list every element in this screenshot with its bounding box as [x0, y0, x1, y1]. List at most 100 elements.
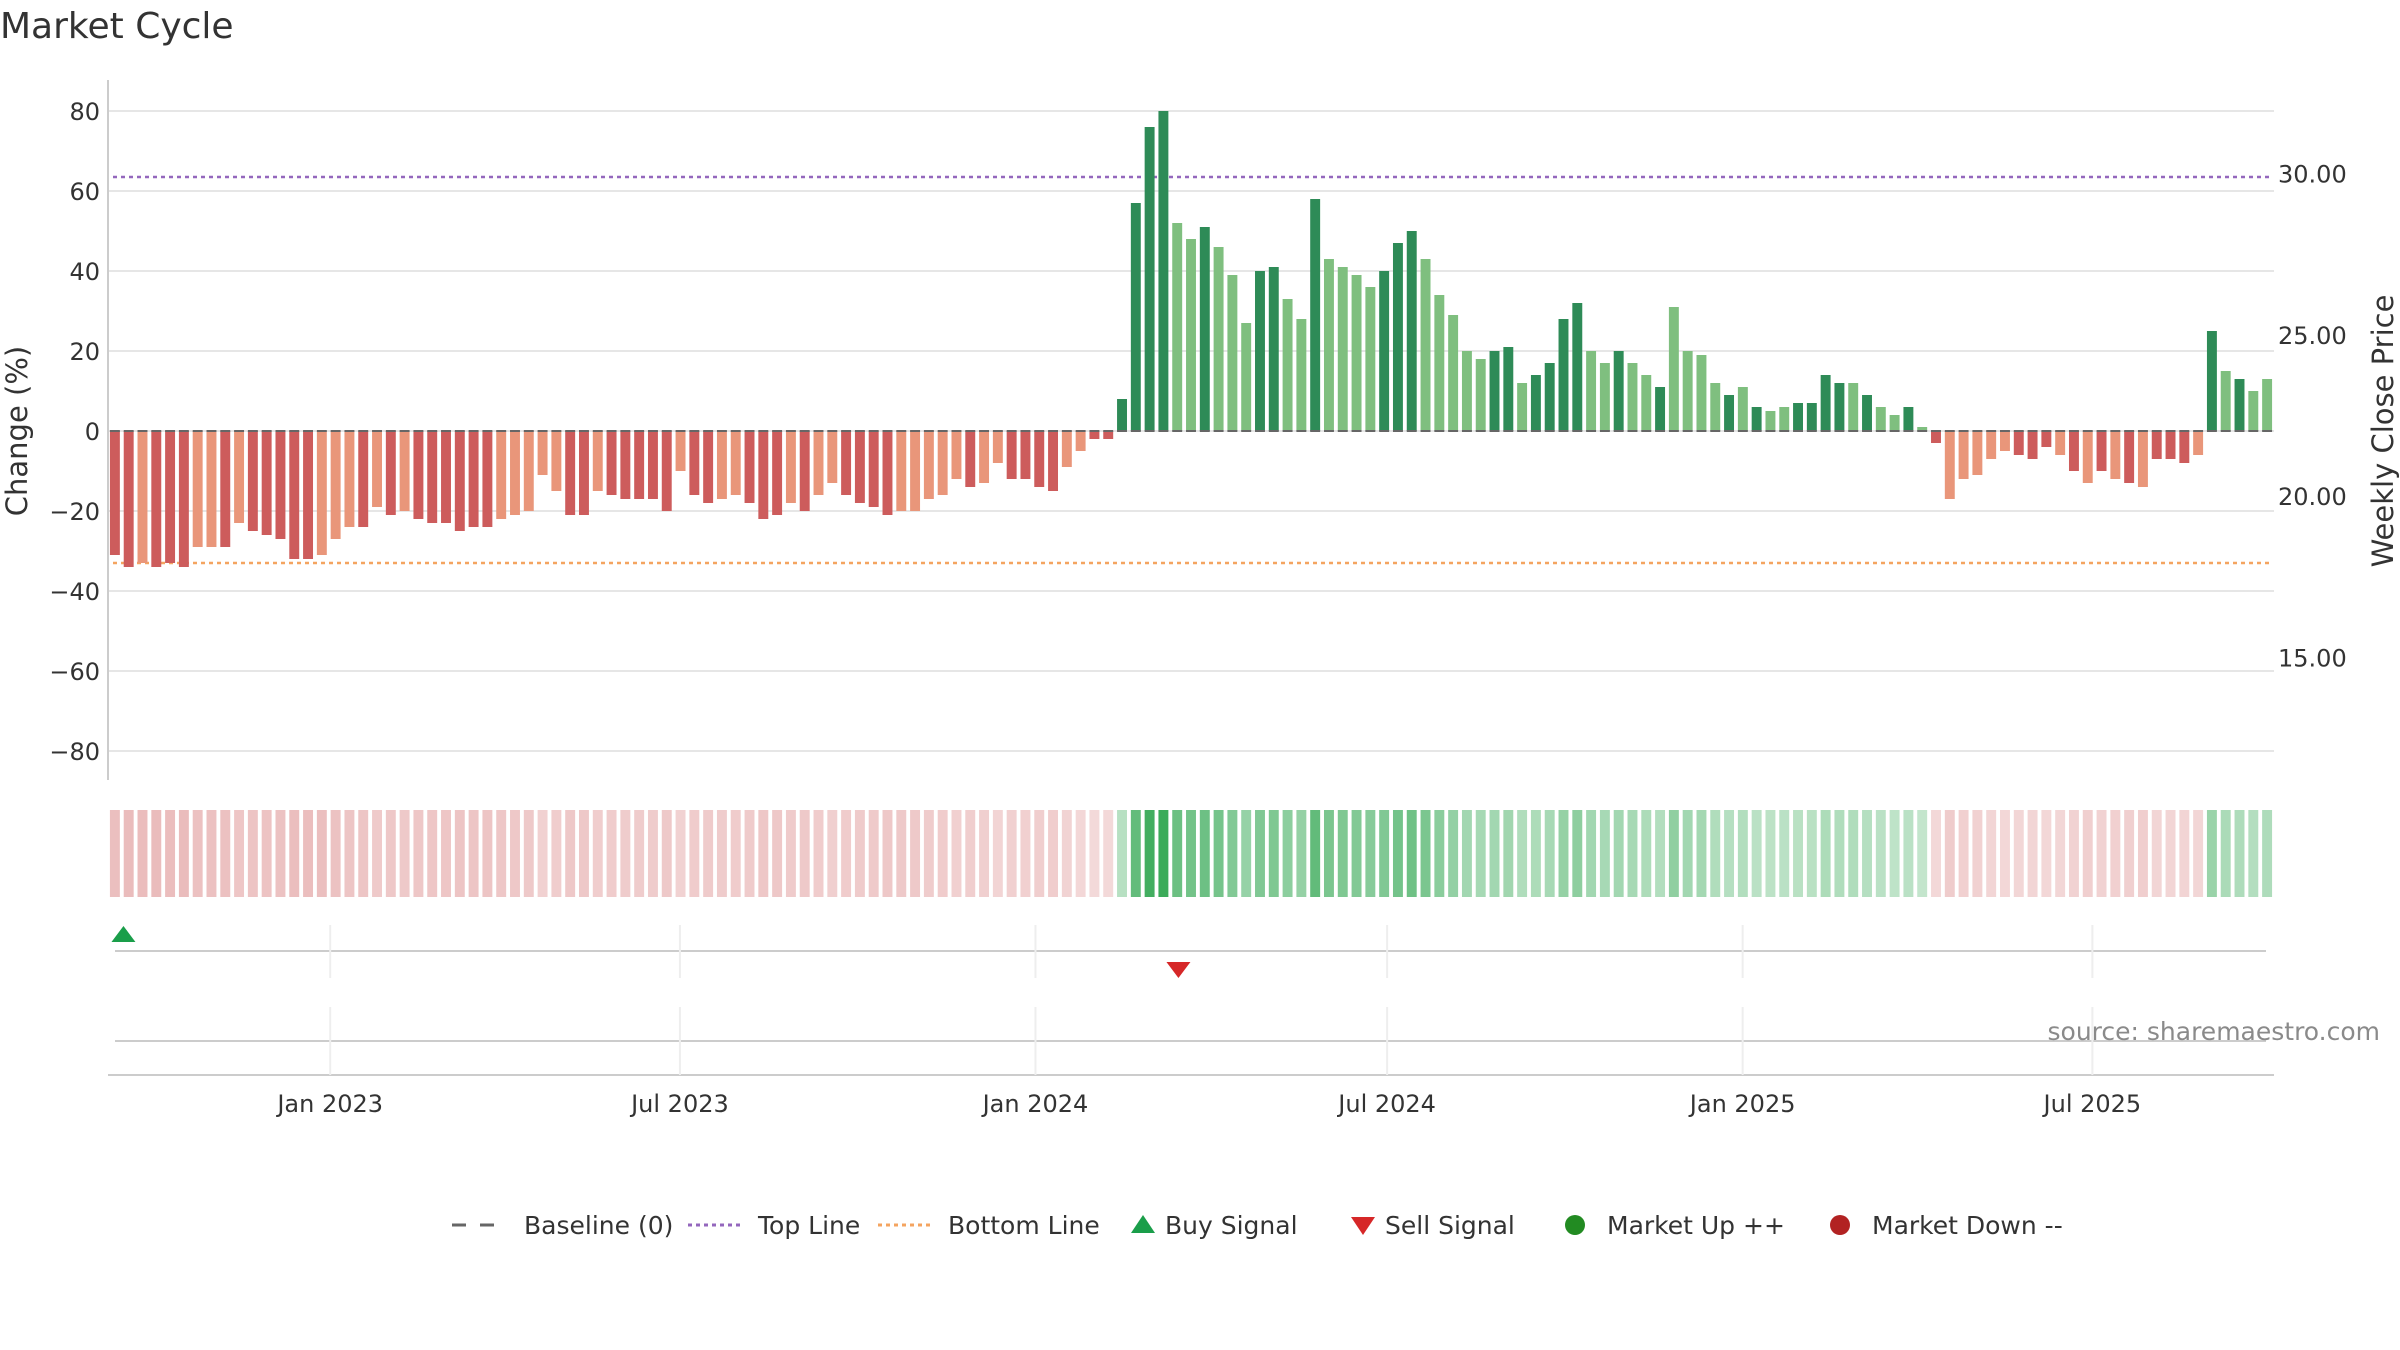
change-bar: [137, 431, 148, 563]
heat-cell: [1710, 810, 1721, 897]
change-bar: [2027, 431, 2038, 459]
heat-cell: [1834, 810, 1845, 897]
change-bar: [1503, 347, 1514, 431]
heat-cell: [854, 810, 865, 897]
heat-cell: [206, 810, 217, 897]
change-bar: [303, 431, 314, 559]
change-bar: [854, 431, 865, 503]
heat-cell: [1875, 810, 1886, 897]
heat-cell: [2082, 810, 2093, 897]
change-bar: [1779, 407, 1790, 431]
change-bar: [1310, 199, 1321, 431]
change-bar: [1655, 387, 1666, 431]
heat-cell: [1461, 810, 1472, 897]
heat-cell: [137, 810, 148, 897]
change-bar: [1296, 319, 1307, 431]
heat-cell: [1641, 810, 1652, 897]
change-bar: [2068, 431, 2079, 471]
change-bar: [1434, 295, 1445, 431]
heat-cell: [1130, 810, 1141, 897]
heat-cell: [1503, 810, 1514, 897]
heat-cell: [896, 810, 907, 897]
change-bar: [647, 431, 658, 499]
change-bar: [441, 431, 451, 523]
heat-cell: [468, 810, 479, 897]
heat-cell: [1517, 810, 1528, 897]
change-bar: [1751, 407, 1762, 431]
change-bar: [206, 431, 217, 547]
change-bar: [496, 431, 507, 519]
heat-cell: [565, 810, 576, 897]
heat-cell: [1392, 810, 1403, 897]
change-bar: [1172, 223, 1183, 431]
change-bar: [289, 431, 300, 559]
change-bar: [2137, 431, 2148, 487]
change-bar: [1144, 127, 1155, 431]
heat-cell: [482, 810, 493, 897]
x-tick-label: Jan 2025: [1688, 1090, 1796, 1118]
change-bar: [2165, 431, 2176, 459]
change-bar: [275, 431, 286, 539]
change-bar: [799, 431, 810, 511]
heat-cell: [1489, 810, 1500, 897]
heat-cell: [1724, 810, 1735, 897]
change-bar: [1420, 259, 1431, 431]
change-bar: [1213, 247, 1224, 431]
change-bar: [1613, 351, 1624, 431]
change-bar: [675, 431, 686, 471]
heat-cell: [1696, 810, 1707, 897]
change-bar: [1255, 271, 1265, 431]
heat-cell: [2206, 810, 2217, 897]
heat-cell: [1958, 810, 1969, 897]
heat-cell: [703, 810, 714, 897]
heat-cell: [2124, 810, 2135, 897]
heat-cell: [1310, 810, 1321, 897]
x-tick-label: Jul 2024: [1336, 1090, 1436, 1118]
change-bar: [1268, 267, 1279, 431]
heat-cell: [1323, 810, 1334, 897]
change-bar: [165, 431, 176, 563]
change-bar: [247, 431, 258, 531]
heat-cell: [1434, 810, 1445, 897]
change-bar: [523, 431, 534, 511]
change-bar: [1558, 319, 1569, 431]
heat-cell: [1558, 810, 1569, 897]
heat-cell: [427, 810, 438, 897]
heat-cell: [399, 810, 410, 897]
change-bar: [689, 431, 700, 495]
change-bar: [1075, 431, 1086, 451]
change-bar: [468, 431, 479, 527]
change-bar: [1834, 383, 1845, 431]
change-bar: [716, 431, 727, 499]
change-bar: [1972, 431, 1983, 475]
heat-cell: [1682, 810, 1693, 897]
change-bar: [951, 431, 962, 479]
heat-cell: [979, 810, 990, 897]
change-bar: [1186, 239, 1196, 431]
change-bar: [992, 431, 1003, 463]
change-bar: [896, 431, 907, 511]
heat-cell: [2096, 810, 2107, 897]
change-bar: [1489, 351, 1500, 431]
change-bar: [2206, 331, 2217, 431]
change-bar: [1461, 351, 1472, 431]
heat-cell: [1751, 810, 1762, 897]
heat-cell: [1737, 810, 1748, 897]
buy-signal-marker: [111, 926, 136, 942]
change-bar: [813, 431, 824, 495]
legend: Baseline (0) Top Line Bottom Line Buy Signa…: [452, 1211, 2063, 1240]
heat-cell: [275, 810, 286, 897]
heat-cell: [385, 810, 396, 897]
heat-cell: [1337, 810, 1348, 897]
legend-label: Bottom Line: [948, 1211, 1100, 1240]
heat-cell: [744, 810, 755, 897]
heat-cell: [937, 810, 948, 897]
change-bar: [123, 431, 134, 567]
change-bar: [1089, 431, 1100, 439]
change-bar: [1944, 431, 1955, 499]
change-bar: [606, 431, 617, 495]
heat-cell: [647, 810, 658, 897]
change-bar: [1034, 431, 1045, 487]
change-bar: [1020, 431, 1031, 479]
change-bar: [1337, 267, 1348, 431]
